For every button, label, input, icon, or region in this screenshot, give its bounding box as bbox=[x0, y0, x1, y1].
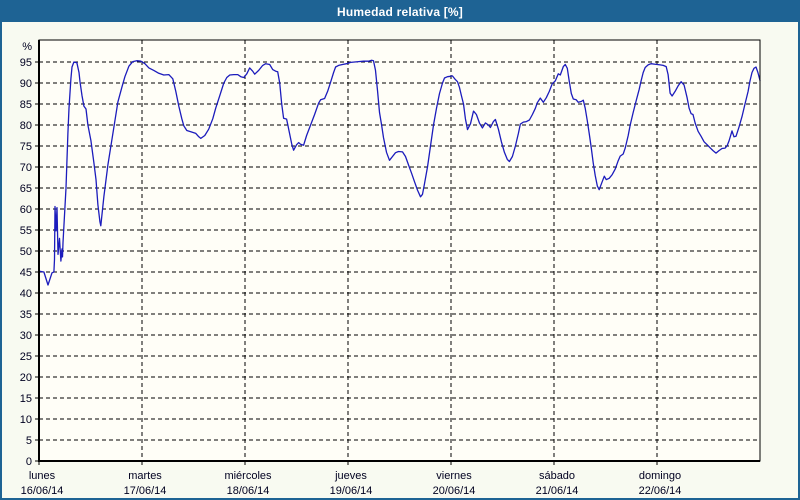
y-tick-label: 65 bbox=[20, 183, 32, 195]
x-date-label: 21/06/14 bbox=[536, 485, 579, 497]
x-date-label: 19/06/14 bbox=[330, 485, 373, 497]
y-tick-label: 25 bbox=[20, 351, 32, 363]
x-day-label: sábado bbox=[539, 470, 575, 482]
y-tick-label: 75 bbox=[20, 141, 32, 153]
x-day-label: lunes bbox=[29, 470, 56, 482]
x-date-label: 16/06/14 bbox=[21, 485, 64, 497]
y-tick-label: 5 bbox=[26, 435, 32, 447]
x-day-label: viernes bbox=[436, 470, 472, 482]
y-tick-label: 55 bbox=[20, 225, 32, 237]
x-date-label: 17/06/14 bbox=[124, 485, 167, 497]
y-tick-label: 15 bbox=[20, 393, 32, 405]
humidity-series-line bbox=[38, 59, 761, 286]
chart-area: 0 5 10 15 20 25 30 35 40 45 50 55 60 65 70 75 80 85 90 95% l… bbox=[2, 22, 798, 498]
window-title: Humedad relativa [%] bbox=[336, 5, 464, 19]
y-tick-label: 85 bbox=[20, 99, 32, 111]
y-tick-label: 30 bbox=[20, 330, 32, 342]
y-tick-label: 60 bbox=[20, 204, 32, 216]
x-day-label: jueves bbox=[334, 470, 367, 482]
window-titlebar: Humedad relativa [%] bbox=[2, 2, 798, 22]
y-tick-label: 50 bbox=[20, 246, 32, 258]
y-tick-label: 45 bbox=[20, 267, 32, 279]
x-day-label: martes bbox=[128, 470, 162, 482]
y-tick-label: 80 bbox=[20, 120, 32, 132]
x-date-label: 20/06/14 bbox=[433, 485, 476, 497]
y-tick-label: 70 bbox=[20, 162, 32, 174]
x-date-label: 22/06/14 bbox=[639, 485, 682, 497]
y-tick-label: 40 bbox=[20, 288, 32, 300]
x-date-label: 18/06/14 bbox=[227, 485, 270, 497]
x-day-label: domingo bbox=[639, 470, 681, 482]
y-axis-unit-label: % bbox=[22, 41, 32, 53]
y-tick-label: 95 bbox=[20, 57, 32, 69]
y-tick-label: 10 bbox=[20, 414, 32, 426]
y-tick-label: 90 bbox=[20, 78, 32, 90]
x-day-label: miércoles bbox=[224, 470, 272, 482]
y-tick-label: 35 bbox=[20, 309, 32, 321]
y-tick-label: 20 bbox=[20, 372, 32, 384]
y-tick-label: 0 bbox=[26, 456, 32, 468]
humidity-line-chart: 0 5 10 15 20 25 30 35 40 45 50 55 60 65 70 75 80 85 90 95% l… bbox=[20, 39, 761, 497]
